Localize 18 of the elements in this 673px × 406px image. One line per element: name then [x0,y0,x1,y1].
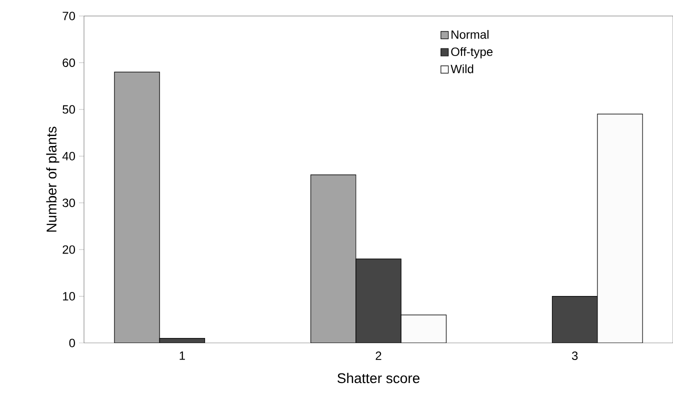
y-tick-label: 60 [62,58,76,67]
x-tick-label: 2 [376,352,382,360]
y-tick-label: 70 [62,12,76,20]
y-tick-label: 50 [62,105,76,114]
y-axis-title: Number of plants [46,126,60,232]
x-tick-label: 1 [180,352,185,360]
y-tick-label: 10 [63,292,76,301]
y-tick-label: 30 [62,198,76,208]
legend-label: Normal [452,30,488,39]
legend-label: Wild [450,64,474,74]
x-tick-label: 3 [572,352,578,360]
legend-label: Off-type [451,47,493,58]
y-tick-label: 40 [62,152,76,160]
y-tick-label: 0 [69,338,76,348]
bar [114,72,160,343]
bar [310,174,356,343]
x-axis-title: Shatter score [338,372,420,384]
y-tick-label: 20 [62,245,76,254]
